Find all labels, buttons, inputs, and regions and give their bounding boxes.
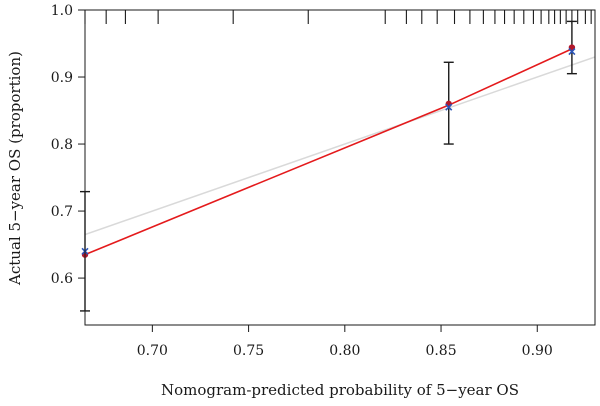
y-tick-label: 0.7 xyxy=(51,204,73,220)
x-tick-label: 0.90 xyxy=(522,343,553,359)
plot-frame xyxy=(84,9,596,326)
y-tick-label: 1.0 xyxy=(51,3,73,19)
x-tick-label: 0.75 xyxy=(233,343,264,359)
axes-layer: 0.70 0.75 0.80 0.85 0.90 0.6 0.7 0.8 0.9 1.0 xyxy=(51,3,553,359)
bias-corrected-point xyxy=(568,47,576,56)
x-tick-label: 0.70 xyxy=(137,343,168,359)
marks-layer xyxy=(80,10,592,312)
y-tick-label: 0.6 xyxy=(51,271,73,287)
y-axis-title: Actual 5−year OS (proportion) xyxy=(6,51,24,286)
x-axis-title: Nomogram-predicted probability of 5−year… xyxy=(161,381,519,399)
reference-diagonal-line xyxy=(85,56,595,236)
bias-corrected-point-stroke xyxy=(568,47,576,56)
calibration-line xyxy=(85,48,573,256)
bias-corrected-point-stroke xyxy=(445,103,453,111)
x-tick-label: 0.80 xyxy=(329,343,360,359)
bias-corrected-point xyxy=(445,103,453,111)
x-tick-label: 0.85 xyxy=(425,343,456,359)
plot-area xyxy=(85,48,595,256)
y-tick-label: 0.8 xyxy=(51,137,73,153)
y-tick-label: 0.9 xyxy=(51,70,73,86)
